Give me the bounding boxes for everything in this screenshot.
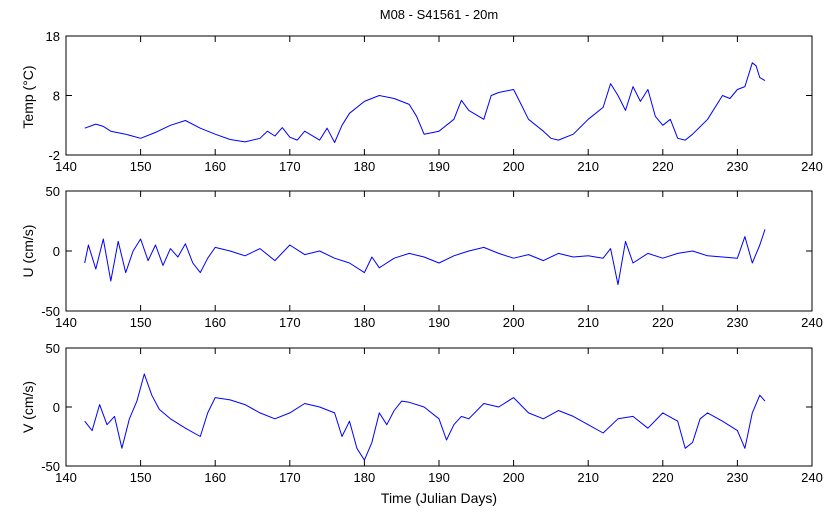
u-velocity-y-tick-label: 0 (53, 244, 60, 259)
u-velocity-x-tick-label: 190 (428, 315, 450, 330)
v-velocity-x-tick-label: 230 (727, 470, 749, 485)
u-velocity-x-tick-label: 240 (801, 315, 823, 330)
v-velocity-series-line (84, 373, 766, 461)
temperature-y-axis-label: Temp (°C) (20, 65, 36, 128)
v-velocity-x-tick-label: 160 (204, 470, 226, 485)
u-velocity-panel: U (cm/s) 140 150 160 170 180 190 200 210 220 230 2… (20, 184, 823, 330)
v-velocity-x-tick-label: 150 (130, 470, 152, 485)
u-velocity-series-line (84, 229, 766, 286)
u-velocity-y-tick-label: 50 (46, 184, 60, 199)
u-velocity-x-tick-label: 160 (204, 315, 226, 330)
v-velocity-x-tick-label: 180 (354, 470, 376, 485)
temperature-y-tick-label: 8 (53, 89, 60, 104)
temperature-y-tick-label: -2 (48, 148, 60, 163)
temperature-x-tick-label: 210 (577, 159, 599, 174)
temperature-y-tick-label: 18 (46, 29, 60, 44)
v-velocity-y-tick-label: 50 (46, 341, 60, 356)
v-velocity-x-tick-label: 240 (801, 470, 823, 485)
temperature-axes-box (65, 35, 813, 156)
v-velocity-y-tick-label: 0 (53, 400, 60, 415)
u-velocity-x-tick-label: 230 (727, 315, 749, 330)
u-velocity-x-tick-label: 220 (652, 315, 674, 330)
v-velocity-x-tick-label: 170 (279, 470, 301, 485)
v-velocity-x-tick-label: 210 (577, 470, 599, 485)
x-axis-label: Time (Julian Days) (381, 490, 497, 506)
temperature-x-tick-label: 140 (55, 159, 77, 174)
v-velocity-y-axis-label: V (cm/s) (20, 381, 36, 433)
temperature-panel: Temp (°C) 140 150 160 170 180 190 200 210 220 230… (20, 29, 823, 174)
u-velocity-x-tick-label: 140 (55, 315, 77, 330)
u-velocity-y-axis-label: U (cm/s) (20, 225, 36, 278)
temperature-x-tick-label: 160 (204, 159, 226, 174)
v-velocity-x-tick-label: 140 (55, 470, 77, 485)
u-velocity-x-tick-label: 180 (354, 315, 376, 330)
temperature-x-tick-label: 220 (652, 159, 674, 174)
temperature-x-tick-label: 190 (428, 159, 450, 174)
v-velocity-x-tick-label: 190 (428, 470, 450, 485)
u-velocity-x-tick-label: 170 (279, 315, 301, 330)
temperature-x-tick-label: 200 (503, 159, 525, 174)
v-velocity-axes-box (65, 347, 813, 467)
figure-title: M08 - S41561 - 20m (380, 7, 499, 22)
temperature-x-tick-label: 230 (727, 159, 749, 174)
v-velocity-panel: V (cm/s) 140 150 160 170 180 190 200 210 220 230 2… (20, 341, 823, 485)
u-velocity-x-tick-label: 200 (503, 315, 525, 330)
v-velocity-x-tick-label: 200 (503, 470, 525, 485)
temperature-series-line (84, 62, 766, 143)
temperature-x-tick-label: 150 (130, 159, 152, 174)
u-velocity-x-tick-label: 150 (130, 315, 152, 330)
u-velocity-x-tick-label: 210 (577, 315, 599, 330)
u-velocity-axes-box (65, 190, 813, 312)
v-velocity-x-tick-label: 220 (652, 470, 674, 485)
temperature-x-tick-label: 240 (801, 159, 823, 174)
temperature-x-tick-label: 170 (279, 159, 301, 174)
temperature-x-tick-label: 180 (354, 159, 376, 174)
v-velocity-y-tick-label: -50 (41, 459, 60, 474)
u-velocity-y-tick-label: -50 (41, 304, 60, 319)
